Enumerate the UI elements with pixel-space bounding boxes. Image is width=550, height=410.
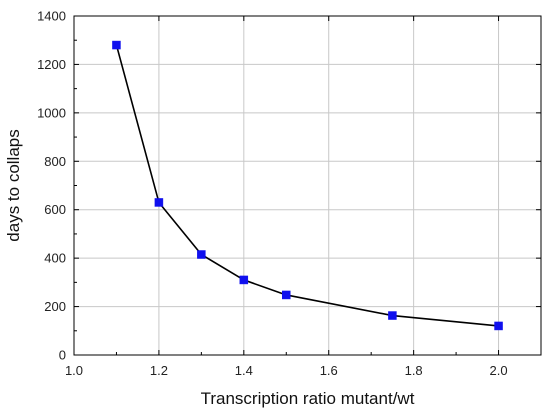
data-point (239, 275, 249, 285)
data-point (388, 311, 397, 320)
data-point (494, 321, 503, 331)
x-tick-label: 1.6 (320, 363, 338, 378)
x-tick-label: 1.0 (65, 363, 83, 378)
y-tick-label: 400 (44, 251, 66, 266)
y-tick-label: 1000 (37, 105, 66, 120)
x-tick-label: 1.8 (405, 363, 423, 378)
axis-ticks (73, 15, 541, 356)
data-point (282, 290, 291, 300)
y-tick-label: 200 (44, 299, 66, 314)
y-tick-label: 600 (44, 202, 66, 217)
x-tick-label: 1.4 (235, 363, 253, 378)
y-tick-label: 0 (59, 348, 66, 363)
x-tick-label: 2.0 (490, 363, 508, 378)
data-point (112, 40, 121, 50)
y-tick-label: 1400 (37, 9, 66, 24)
y-axis-title: days to collaps (4, 129, 23, 241)
x-axis-title: Transcription ratio mutant/wt (201, 389, 415, 408)
data-series (112, 40, 503, 331)
x-axis-tick-labels: 1.0 1.2 1.4 1.6 1.8 2.0 (65, 363, 508, 378)
x-tick-label: 1.2 (150, 363, 168, 378)
y-tick-label: 800 (44, 154, 66, 169)
y-tick-label: 1200 (37, 57, 66, 72)
y-axis-tick-labels: 0 200 400 600 800 1000 1200 1400 (37, 9, 66, 363)
data-point (154, 198, 164, 207)
data-point (197, 250, 206, 259)
